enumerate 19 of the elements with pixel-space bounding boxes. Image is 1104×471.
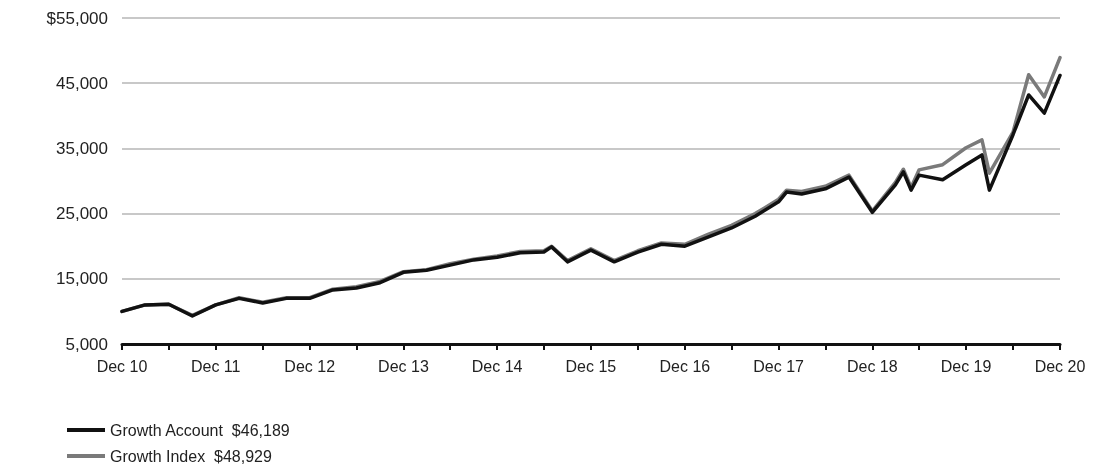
x-tick-label: Dec 15 [565, 357, 617, 375]
x-tick-label: Dec 13 [378, 357, 429, 375]
x-tick-label: Dec 16 [659, 357, 711, 375]
y-tick-label: $55,000 [46, 8, 108, 28]
x-tick-label: Dec 20 [1034, 357, 1086, 375]
x-tick-label: Dec 14 [471, 357, 523, 375]
legend-label: Growth Index $48,929 [110, 447, 272, 465]
y-tick-label: 35,000 [56, 138, 108, 158]
x-tick-label: Dec 10 [96, 357, 148, 375]
y-tick-label: 5,000 [65, 334, 108, 354]
x-tick-label: Dec 11 [190, 357, 241, 375]
x-tick-label: Dec 17 [753, 357, 805, 375]
x-tick-label: Dec 18 [846, 357, 898, 375]
x-tick-label: Dec 12 [284, 357, 336, 375]
y-tick-label: 15,000 [56, 269, 108, 289]
x-tick-label: Dec 19 [940, 357, 992, 375]
legend-label: Growth Account $46,189 [110, 421, 290, 439]
y-tick-label: 25,000 [56, 204, 108, 224]
y-tick-label: 45,000 [56, 73, 108, 93]
